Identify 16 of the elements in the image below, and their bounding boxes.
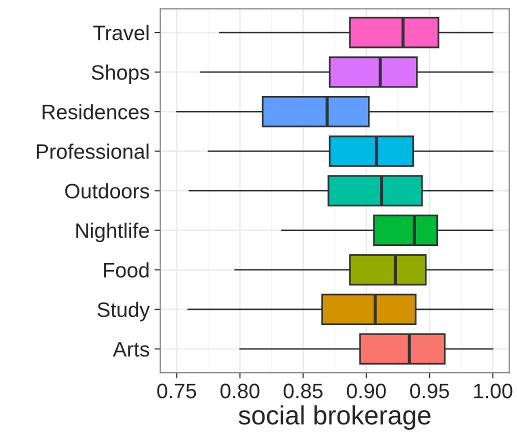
y-tick-label: Outdoors bbox=[65, 183, 150, 198]
y-tick-label: Professional bbox=[36, 144, 148, 159]
y-tick-label: Travel bbox=[93, 25, 148, 40]
x-axis-title: social brokerage bbox=[238, 405, 430, 430]
x-tick-label: 0.85 bbox=[284, 384, 323, 398]
x-tick-label: 1.00 bbox=[474, 384, 512, 398]
y-tick-label: Food bbox=[104, 262, 149, 278]
y-tick-label: Residences bbox=[42, 104, 150, 120]
x-tick-label: 0.80 bbox=[220, 384, 260, 398]
y-tick-label: Arts bbox=[112, 342, 150, 357]
y-tick-label: Study bbox=[98, 302, 150, 322]
x-tick-label: 0.90 bbox=[346, 384, 386, 398]
y-tick-label: Shops bbox=[92, 64, 150, 84]
x-tick-label: 0.75 bbox=[157, 384, 196, 398]
y-tick-label: Nightlife bbox=[76, 222, 149, 242]
x-tick-label: 0.95 bbox=[410, 384, 449, 398]
